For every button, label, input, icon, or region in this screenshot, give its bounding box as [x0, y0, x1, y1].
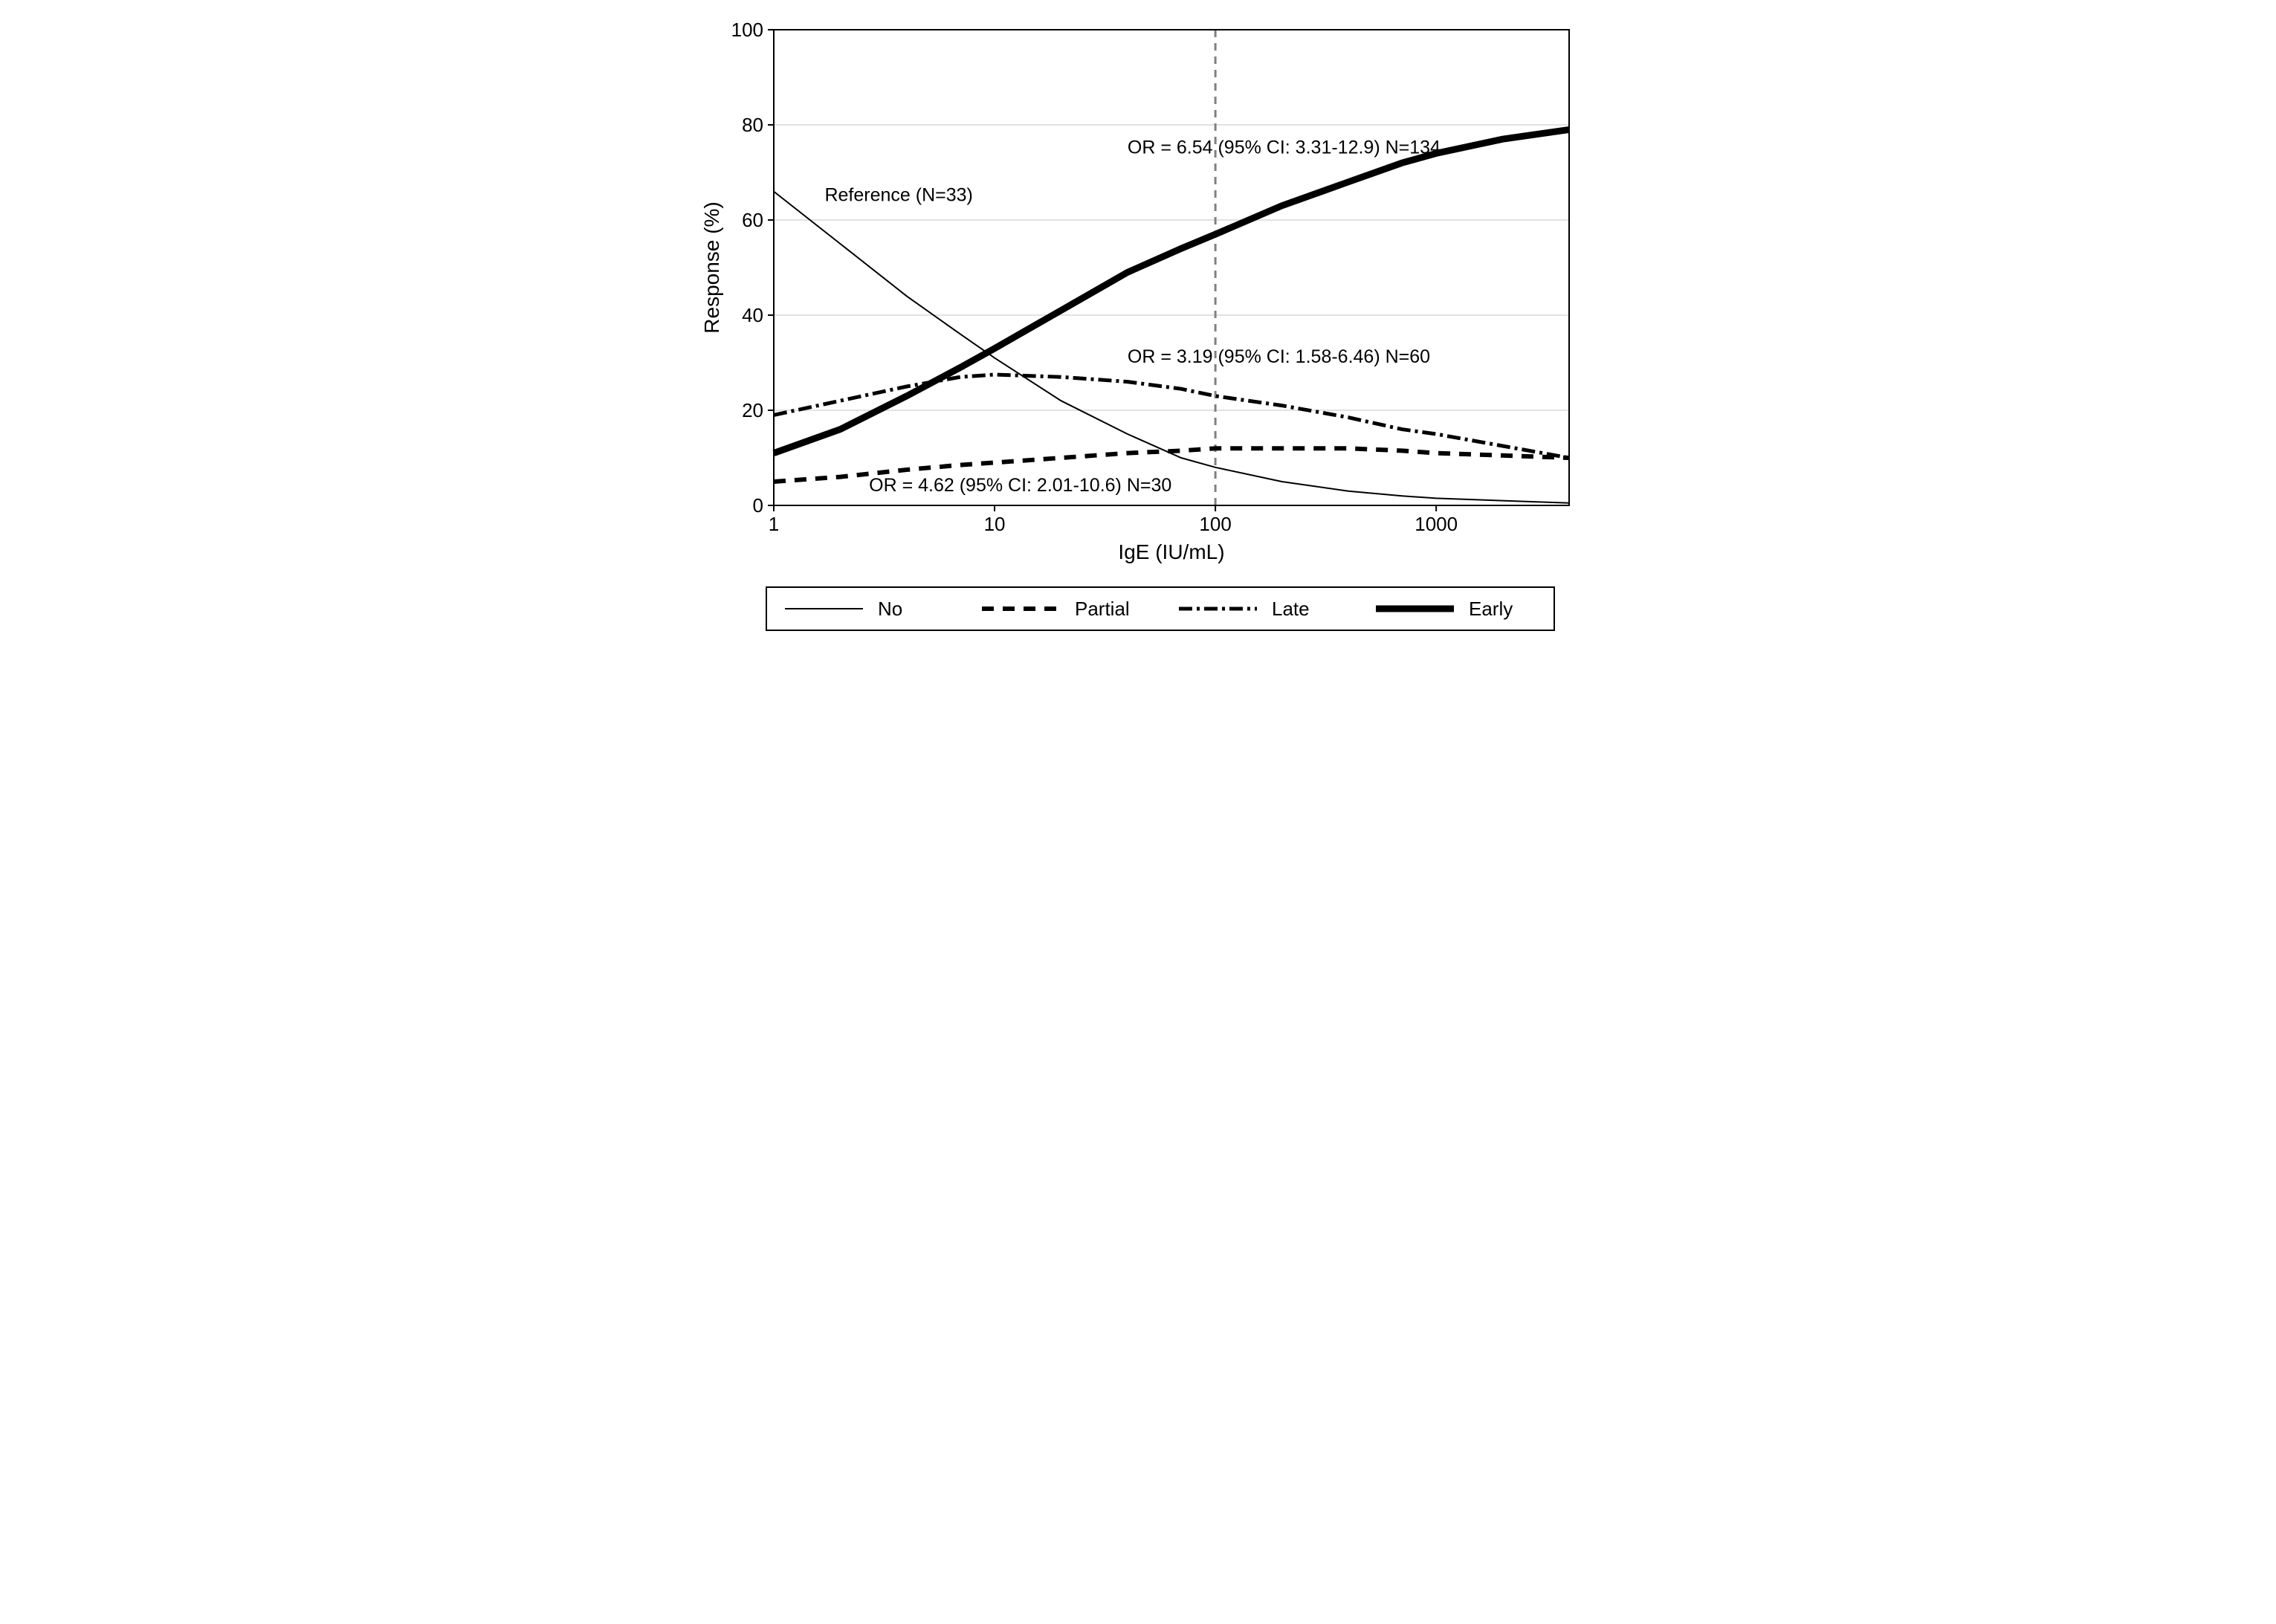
annotation-late-or: OR = 3.19 (95% CI: 1.58-6.46) N=60	[1128, 346, 1430, 367]
xtick-label: 100	[1199, 513, 1231, 535]
legend-label-late: Late	[1272, 598, 1310, 620]
xtick-label: 1000	[1415, 513, 1458, 535]
annotation-reference: Reference (N=33)	[824, 184, 972, 205]
ytick-label: 20	[742, 399, 763, 421]
xtick-label: 1	[769, 513, 779, 535]
y-axis-label: Response (%)	[700, 201, 723, 333]
ytick-label: 0	[753, 494, 763, 517]
legend-label-early: Early	[1469, 598, 1513, 620]
legend-label-no: No	[878, 598, 902, 620]
annotation-partial-or: OR = 4.62 (95% CI: 2.01-10.6) N=30	[869, 475, 1171, 496]
xtick-label: 10	[984, 513, 1006, 535]
x-axis-label: IgE (IU/mL)	[1118, 540, 1224, 563]
ytick-label: 40	[742, 304, 763, 326]
chart-container: 0 20 40 60 80 100 1 10 100 1000 Response (%) IgE (I…	[692, 15, 1584, 651]
annotation-early-or: OR = 6.54 (95% CI: 3.31-12.9) N=134	[1128, 137, 1441, 158]
chart-svg: 0 20 40 60 80 100 1 10 100 1000 Response (%) IgE (I…	[692, 15, 1584, 651]
ytick-label: 60	[742, 209, 763, 231]
legend-label-partial: Partial	[1075, 598, 1130, 620]
ytick-label: 100	[731, 19, 763, 41]
ytick-label: 80	[742, 114, 763, 136]
